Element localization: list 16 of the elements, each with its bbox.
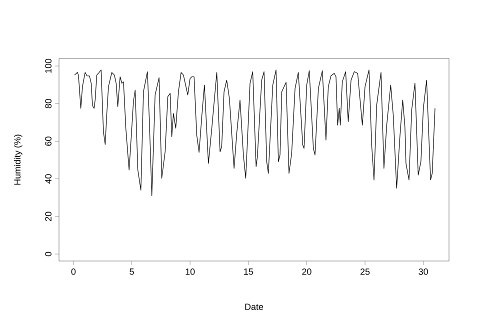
x-tick-label: 10	[186, 268, 195, 275]
y-tick-label: 100	[45, 58, 52, 73]
y-tick-label: 80	[45, 98, 52, 108]
x-tick-label: 30	[418, 268, 428, 275]
x-tick-label: 15	[244, 268, 254, 275]
y-tick-label: 60	[45, 136, 52, 146]
y-tick-label: 0	[45, 252, 52, 256]
x-axis-title: Date	[245, 304, 264, 310]
y-axis-title: Humidity (%)	[14, 134, 22, 185]
x-tick-label: 20	[302, 268, 312, 275]
y-tick-label: 40	[45, 174, 52, 184]
y-tick-label: 20	[45, 212, 52, 221]
x-tick-label: 25	[360, 268, 370, 275]
x-tick-label: 5	[130, 268, 134, 275]
x-tick-label: 0	[71, 268, 76, 275]
line-series	[74, 70, 436, 196]
